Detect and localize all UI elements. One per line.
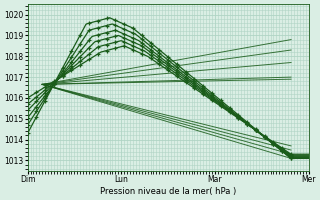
X-axis label: Pression niveau de la mer( hPa ): Pression niveau de la mer( hPa ) (100, 187, 236, 196)
